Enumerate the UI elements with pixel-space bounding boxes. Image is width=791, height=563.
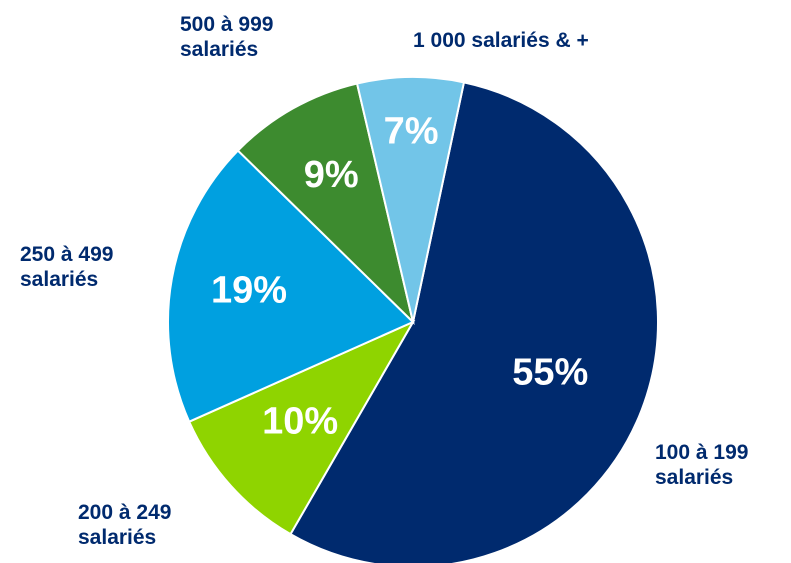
value-label: 9%	[304, 154, 359, 196]
slice	[236, 82, 415, 326]
category-label: 200 à 249 salariés	[78, 501, 172, 549]
value-label: 19%	[211, 270, 287, 312]
category-label: 500 à 999 salariés	[180, 13, 274, 61]
slice	[289, 81, 659, 563]
category-label: 250 à 499 salariés	[20, 243, 114, 291]
category-label: 100 à 199 salariés	[655, 441, 749, 489]
value-label: 7%	[384, 110, 439, 152]
slice	[167, 149, 415, 423]
slice	[355, 76, 466, 323]
value-label: 55%	[512, 352, 588, 394]
value-label: 10%	[262, 401, 338, 443]
slice	[187, 319, 416, 536]
category-label: 1 000 salariés & +	[413, 29, 589, 52]
